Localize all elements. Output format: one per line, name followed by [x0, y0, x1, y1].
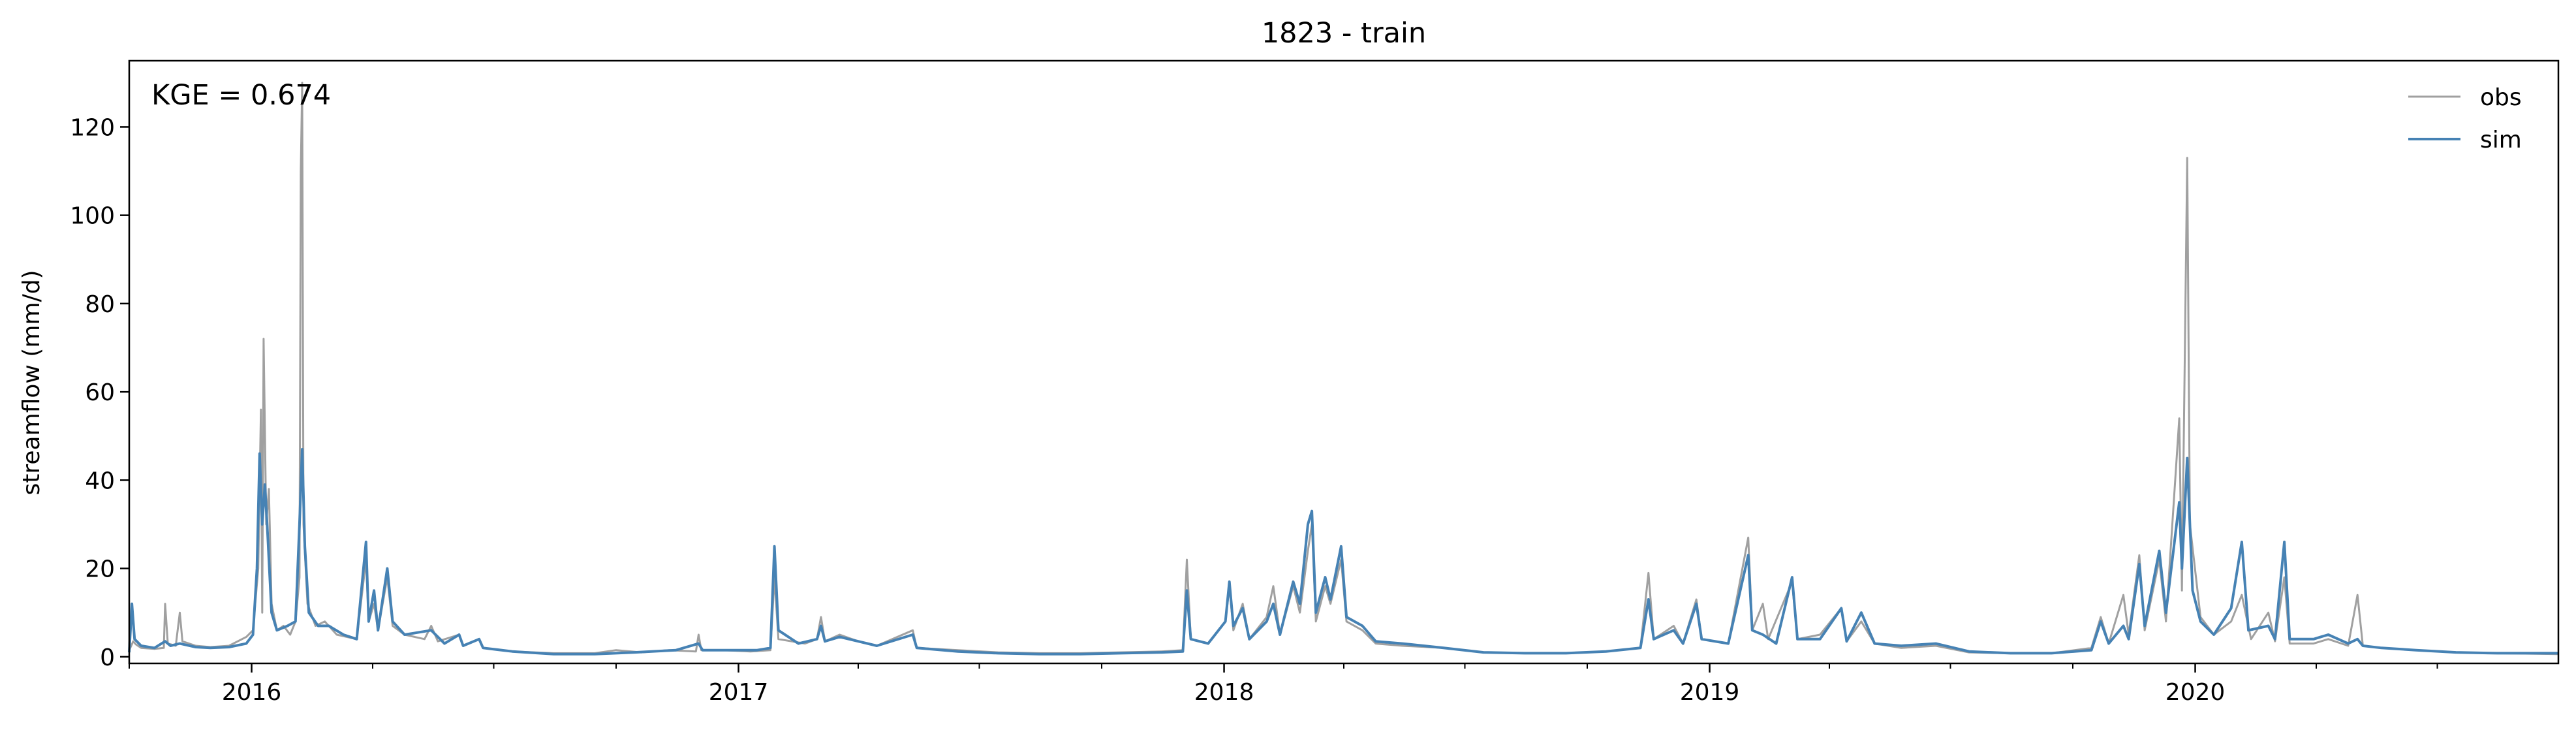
y-tick-label: 0 [100, 644, 115, 671]
x-tick-label: 2016 [222, 679, 282, 706]
x-tick-label: 2017 [709, 679, 769, 706]
y-tick-label: 80 [85, 291, 115, 318]
series-layer [128, 82, 2559, 656]
y-tick-label: 20 [85, 556, 115, 583]
x-tick-label: 2020 [2165, 679, 2226, 706]
x-tick-label: 2019 [1680, 679, 1740, 706]
kge-annotation: KGE = 0.674 [151, 79, 331, 112]
legend-label-obs: obs [2480, 84, 2522, 111]
series-line-sim [128, 448, 2558, 656]
y-tick-label: 100 [70, 203, 115, 230]
plot-frame [128, 59, 2560, 665]
x-axis-ticks: 2016 2017 2018 2019 2020 [129, 663, 2438, 706]
y-axis-label: streamflow (mm/d) [18, 270, 45, 496]
y-tick-label: 60 [85, 379, 115, 406]
y-axis-ticks: 0 20 40 60 80 100 120 [70, 114, 129, 671]
y-tick-label: 40 [85, 468, 115, 494]
chart-title: 1823 - train [1262, 17, 1426, 50]
legend-label-sim: sim [2480, 127, 2522, 153]
legend: obs sim [2408, 84, 2522, 153]
x-tick-label: 2018 [1194, 679, 1254, 706]
y-tick-label: 120 [70, 114, 115, 141]
